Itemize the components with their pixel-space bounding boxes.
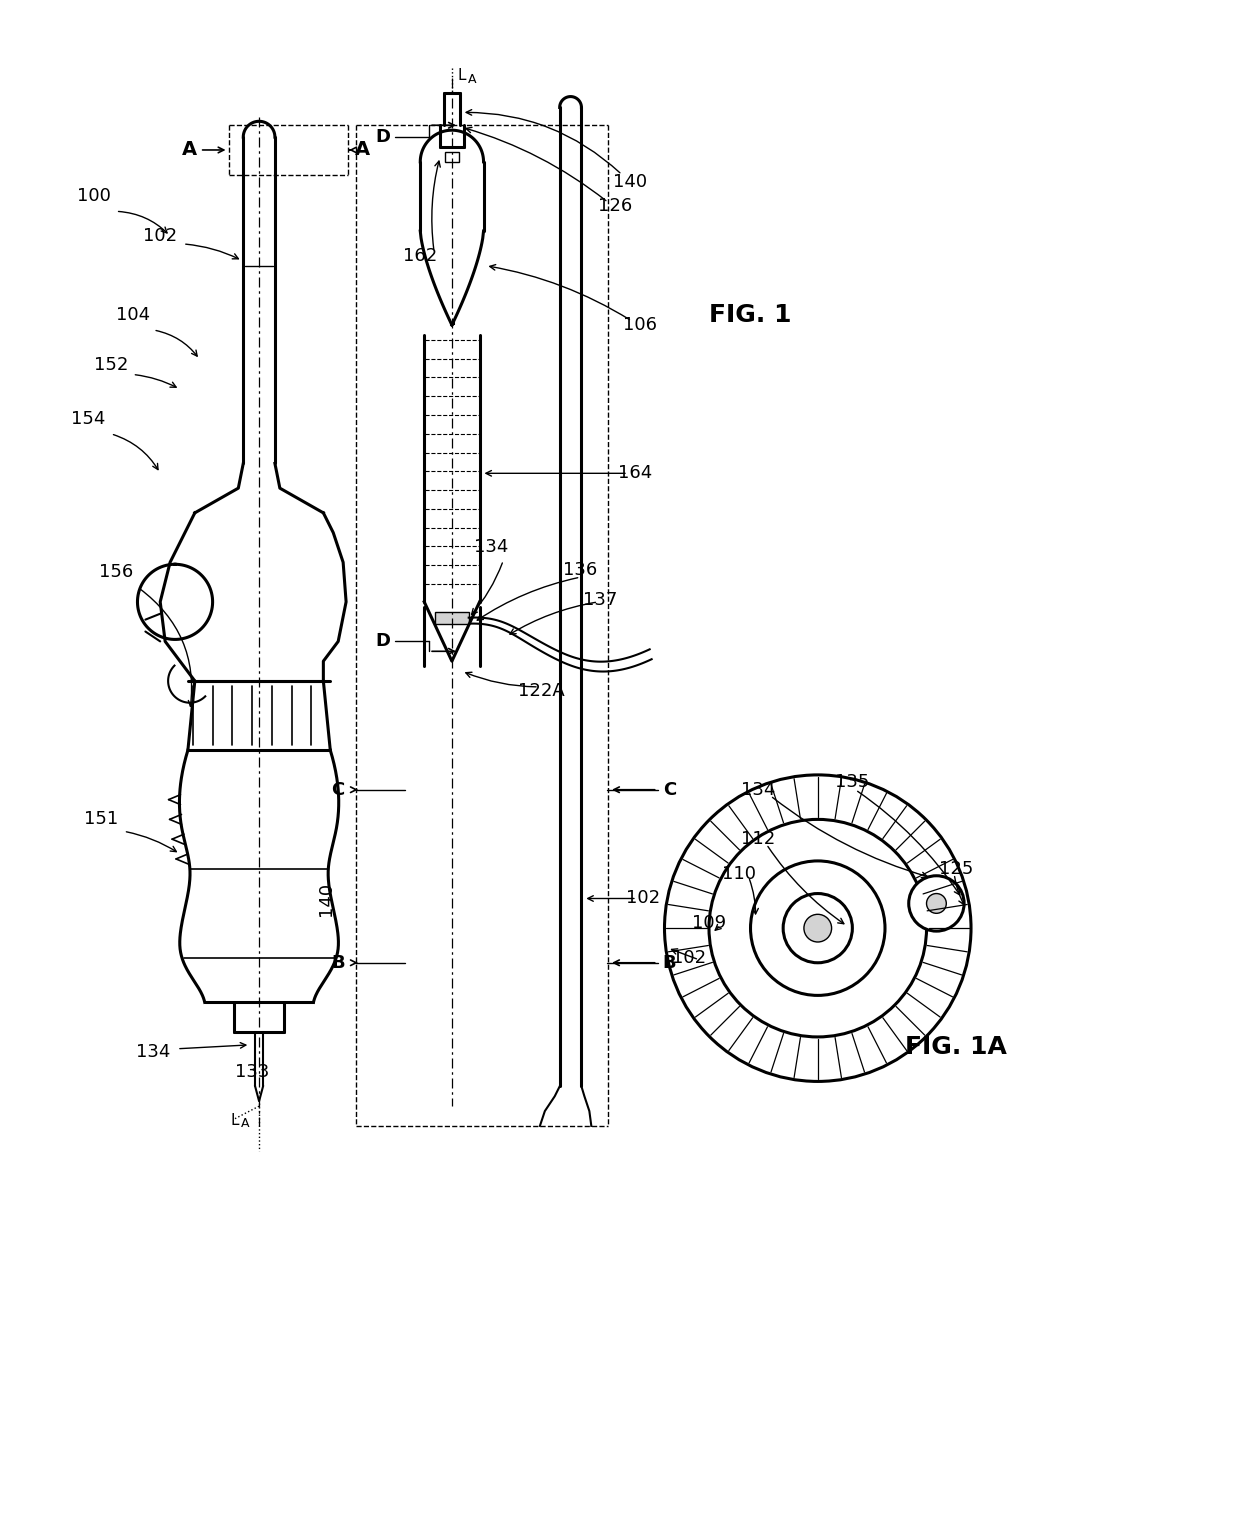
Text: L: L xyxy=(458,69,466,83)
Text: 154: 154 xyxy=(71,410,105,429)
Text: 137: 137 xyxy=(583,591,618,609)
Text: A: A xyxy=(182,141,197,159)
Text: 134: 134 xyxy=(474,539,508,556)
Bar xyxy=(435,612,469,623)
Text: 106: 106 xyxy=(622,315,657,334)
Text: 133: 133 xyxy=(234,1063,269,1081)
Text: D: D xyxy=(376,632,391,651)
Circle shape xyxy=(750,860,885,995)
Text: 152: 152 xyxy=(93,355,128,374)
Text: 102: 102 xyxy=(672,949,707,966)
Text: B: B xyxy=(331,954,345,972)
Text: A: A xyxy=(241,1118,249,1130)
Text: A: A xyxy=(467,73,476,86)
Text: 136: 136 xyxy=(563,562,598,579)
Text: C: C xyxy=(663,781,676,799)
Circle shape xyxy=(926,894,946,914)
Text: 104: 104 xyxy=(117,306,150,325)
Text: 102: 102 xyxy=(143,227,177,245)
Text: 109: 109 xyxy=(692,914,727,932)
Text: 134: 134 xyxy=(136,1043,170,1061)
Text: 112: 112 xyxy=(742,830,775,848)
Circle shape xyxy=(709,819,926,1036)
Text: FIG. 1A: FIG. 1A xyxy=(905,1035,1007,1059)
Text: 135: 135 xyxy=(836,773,869,792)
Text: 156: 156 xyxy=(99,563,133,582)
Circle shape xyxy=(804,914,832,942)
Text: 110: 110 xyxy=(722,865,755,883)
Text: 126: 126 xyxy=(598,197,632,216)
Text: 100: 100 xyxy=(77,187,110,205)
Text: A: A xyxy=(356,141,371,159)
Text: 122A: 122A xyxy=(517,681,564,700)
Text: 140: 140 xyxy=(317,882,335,916)
Text: 162: 162 xyxy=(403,246,438,265)
Text: FIG. 1: FIG. 1 xyxy=(709,303,791,328)
Circle shape xyxy=(784,894,852,963)
Bar xyxy=(445,152,459,162)
Text: 151: 151 xyxy=(84,810,118,828)
Text: 134: 134 xyxy=(742,781,775,799)
Text: L: L xyxy=(231,1113,238,1128)
Text: C: C xyxy=(331,781,345,799)
Circle shape xyxy=(909,876,965,931)
Text: D: D xyxy=(376,129,391,145)
Text: B: B xyxy=(662,954,676,972)
Text: 102: 102 xyxy=(626,890,660,908)
Text: 125: 125 xyxy=(939,860,973,877)
Text: 140: 140 xyxy=(613,173,647,191)
Text: 164: 164 xyxy=(618,464,652,482)
